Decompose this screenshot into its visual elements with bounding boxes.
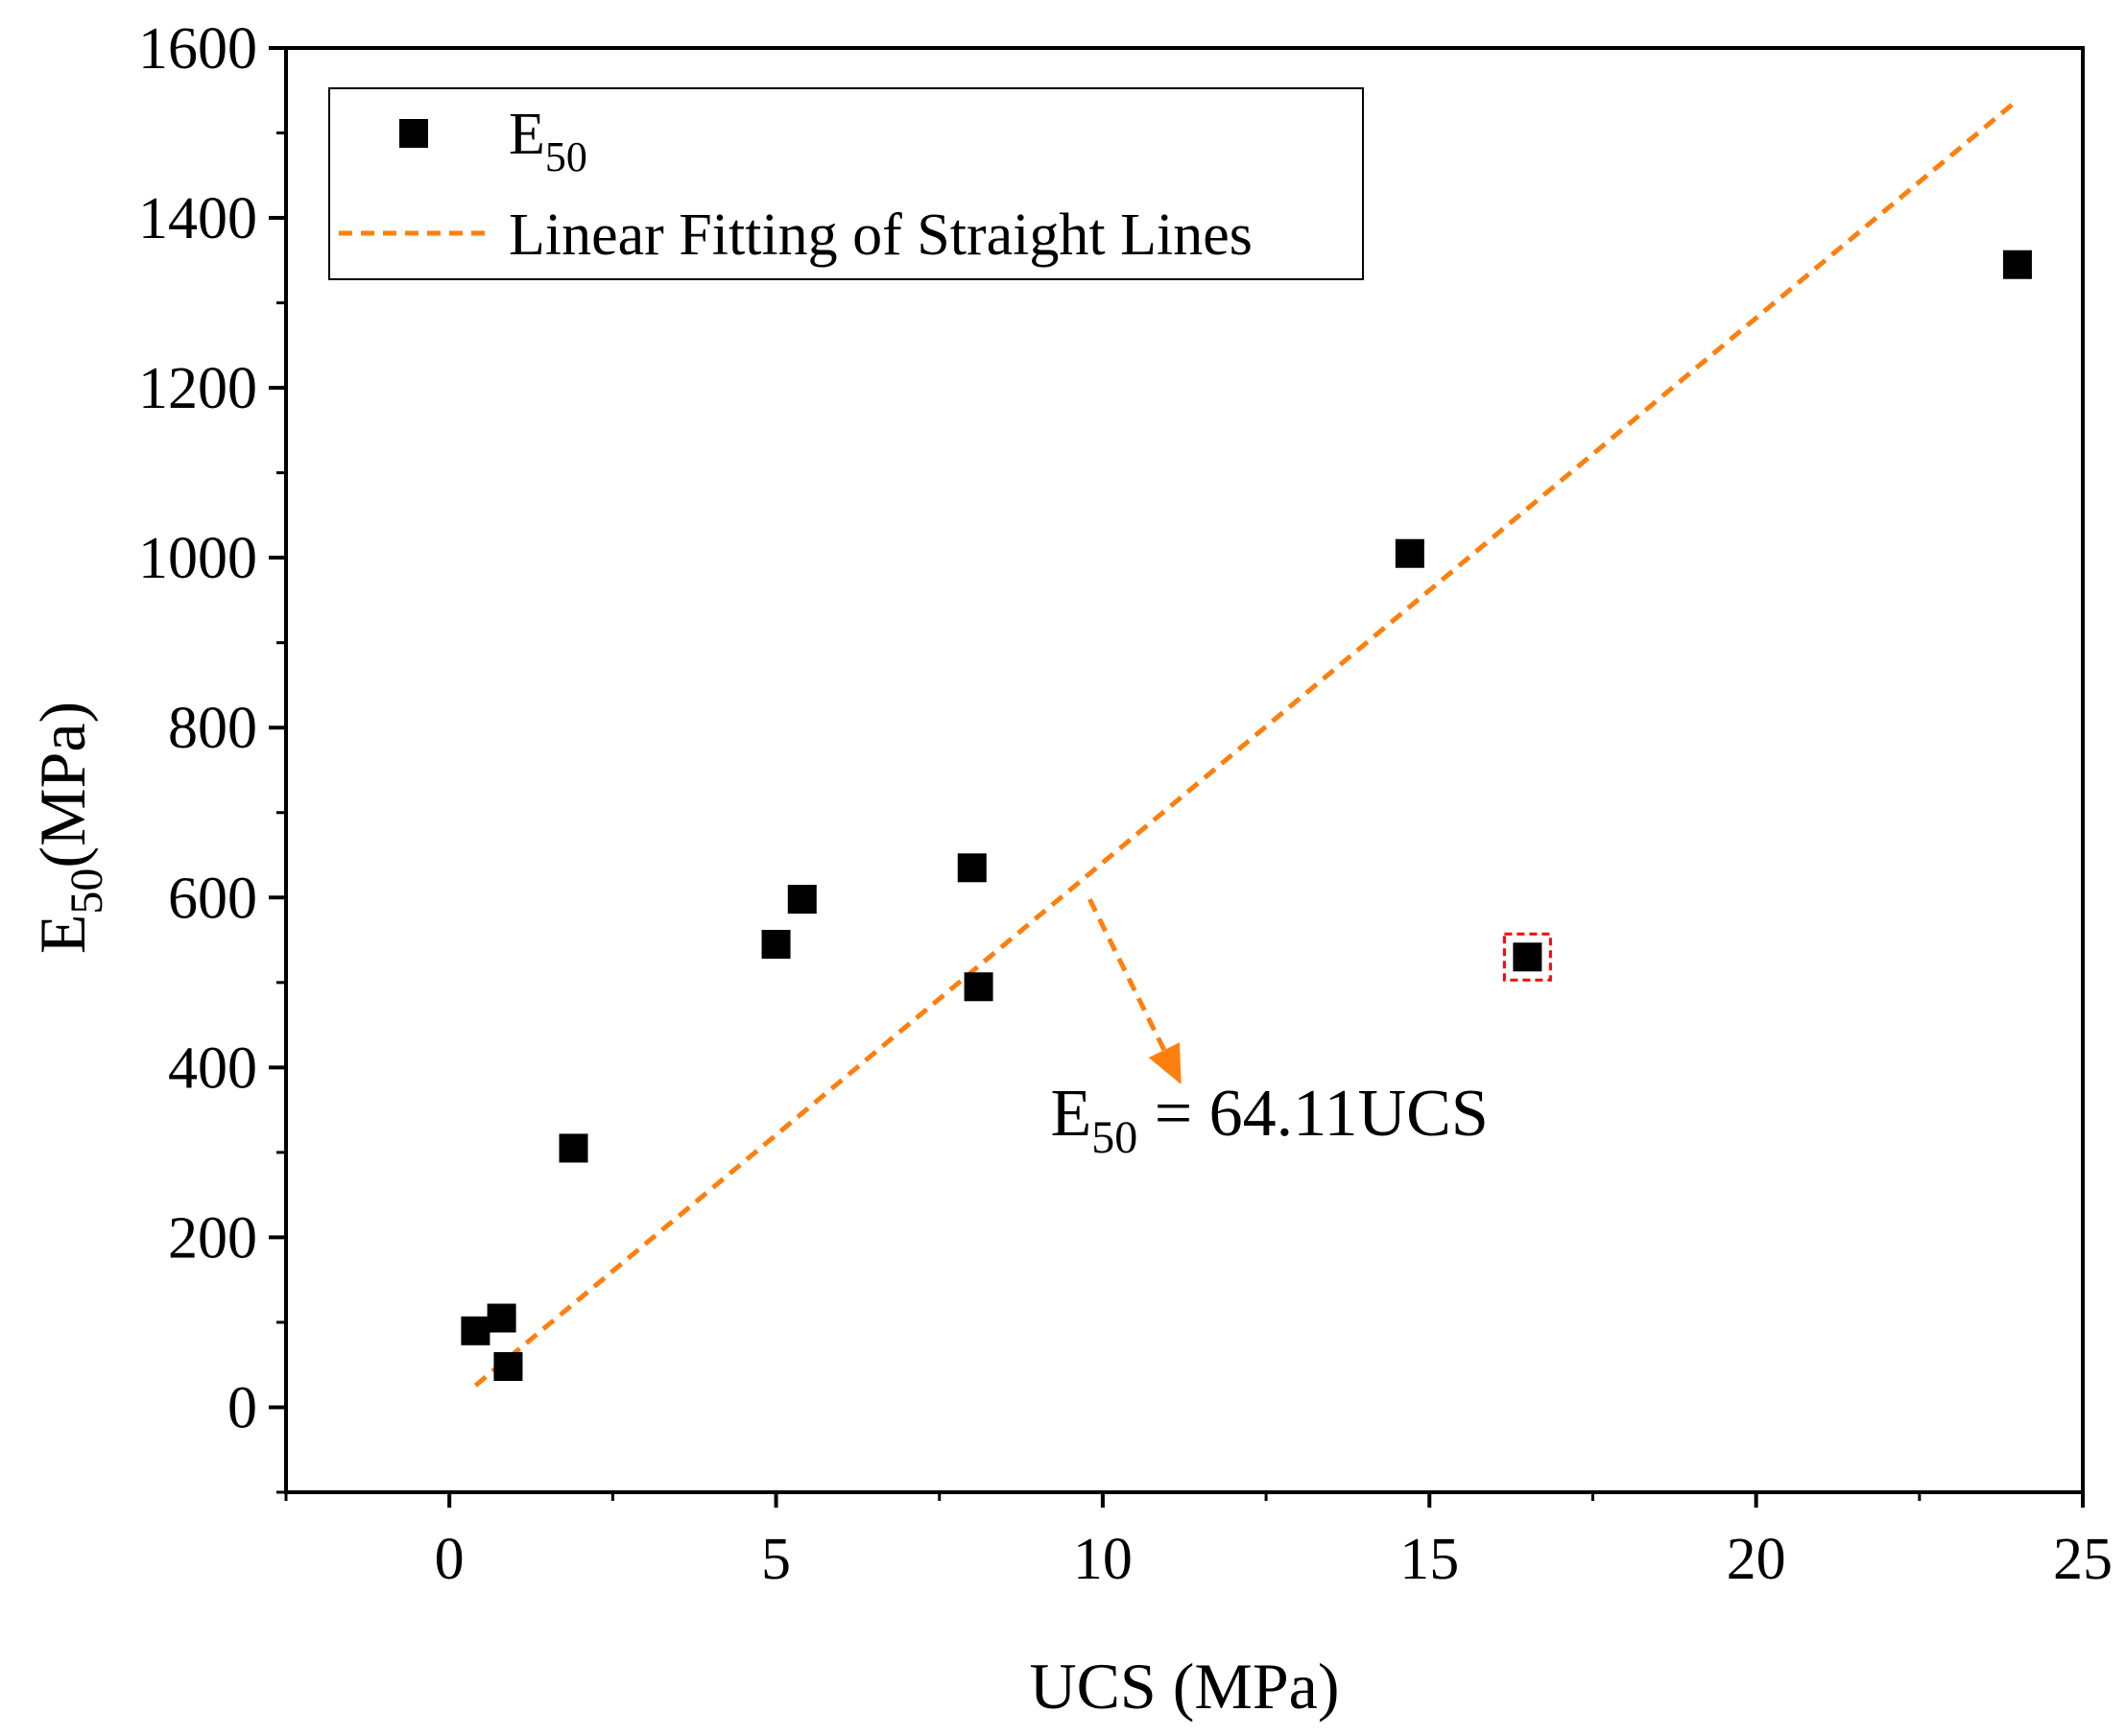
y-axis-label-sub: 50 bbox=[61, 868, 112, 915]
highlight-box bbox=[1502, 932, 1552, 982]
legend-label-e50-main: E bbox=[509, 102, 545, 167]
y-tick-label: 1400 bbox=[138, 186, 257, 251]
y-tick-label: 400 bbox=[168, 1035, 257, 1101]
y-axis-label: E50(MPa) bbox=[26, 702, 112, 954]
data-point bbox=[493, 1351, 523, 1381]
data-point bbox=[761, 929, 791, 959]
legend-group: E50 Linear Fitting of Straight Lines bbox=[328, 87, 1364, 280]
x-tick-label: 10 bbox=[1073, 1527, 1133, 1592]
legend-label-e50: E50 bbox=[509, 102, 587, 180]
data-point bbox=[1513, 942, 1542, 972]
data-point bbox=[1395, 538, 1424, 568]
fit-equation-sub: 50 bbox=[1091, 1112, 1137, 1163]
annotation-arrow-head bbox=[1148, 1042, 1182, 1085]
fit-equation-rest: = 64.11UCS bbox=[1137, 1077, 1489, 1151]
fit-line-group bbox=[473, 98, 2019, 1388]
data-point bbox=[559, 1133, 588, 1163]
y-axis-label-main: E bbox=[26, 915, 99, 955]
data-point bbox=[787, 885, 817, 915]
ticks-group: 0 5 10 15 20 25 0 200 400 600 800 1000 1200 1400 1600 bbox=[138, 16, 2113, 1592]
legend-label-e50-sub: 50 bbox=[545, 133, 587, 180]
fit-line bbox=[473, 98, 2019, 1388]
y-tick-label: 600 bbox=[168, 866, 257, 931]
legend-box bbox=[328, 87, 1364, 280]
annotation-arrow-shaft bbox=[1087, 897, 1167, 1052]
data-point bbox=[487, 1303, 516, 1333]
x-axis-label: UCS (MPa) bbox=[1029, 1650, 1339, 1723]
x-tick-label: 0 bbox=[435, 1527, 465, 1592]
legend-label-fit: Linear Fitting of Straight Lines bbox=[509, 202, 1253, 268]
data-point bbox=[461, 1316, 490, 1345]
fit-equation-main: E bbox=[1050, 1077, 1091, 1151]
x-tick-label: 25 bbox=[2053, 1527, 2113, 1592]
x-tick-label: 5 bbox=[761, 1527, 791, 1592]
y-tick-label: 1600 bbox=[138, 16, 257, 82]
axes-group bbox=[284, 46, 2085, 1494]
y-tick-label: 800 bbox=[168, 696, 257, 761]
data-point bbox=[957, 853, 987, 883]
data-point bbox=[2002, 250, 2032, 279]
annotation-group: E50 = 64.11UCS bbox=[1050, 897, 1489, 1163]
y-tick-label: 1200 bbox=[138, 356, 257, 421]
x-tick-label: 20 bbox=[1727, 1527, 1786, 1592]
y-tick-label: 200 bbox=[168, 1205, 257, 1271]
x-tick-label: 15 bbox=[1399, 1527, 1459, 1592]
data-points-group bbox=[461, 250, 2032, 1381]
legend-marker-e50 bbox=[399, 119, 428, 148]
data-point bbox=[964, 972, 993, 1002]
y-tick-label: 0 bbox=[227, 1375, 257, 1440]
axis-labels-group: UCS (MPa)E50(MPa) bbox=[26, 702, 1340, 1723]
plot-frame bbox=[284, 46, 2085, 1494]
fit-equation: E50 = 64.11UCS bbox=[1050, 1077, 1488, 1163]
y-tick-label: 1000 bbox=[138, 526, 257, 591]
y-axis-label-rest: (MPa) bbox=[26, 702, 99, 868]
